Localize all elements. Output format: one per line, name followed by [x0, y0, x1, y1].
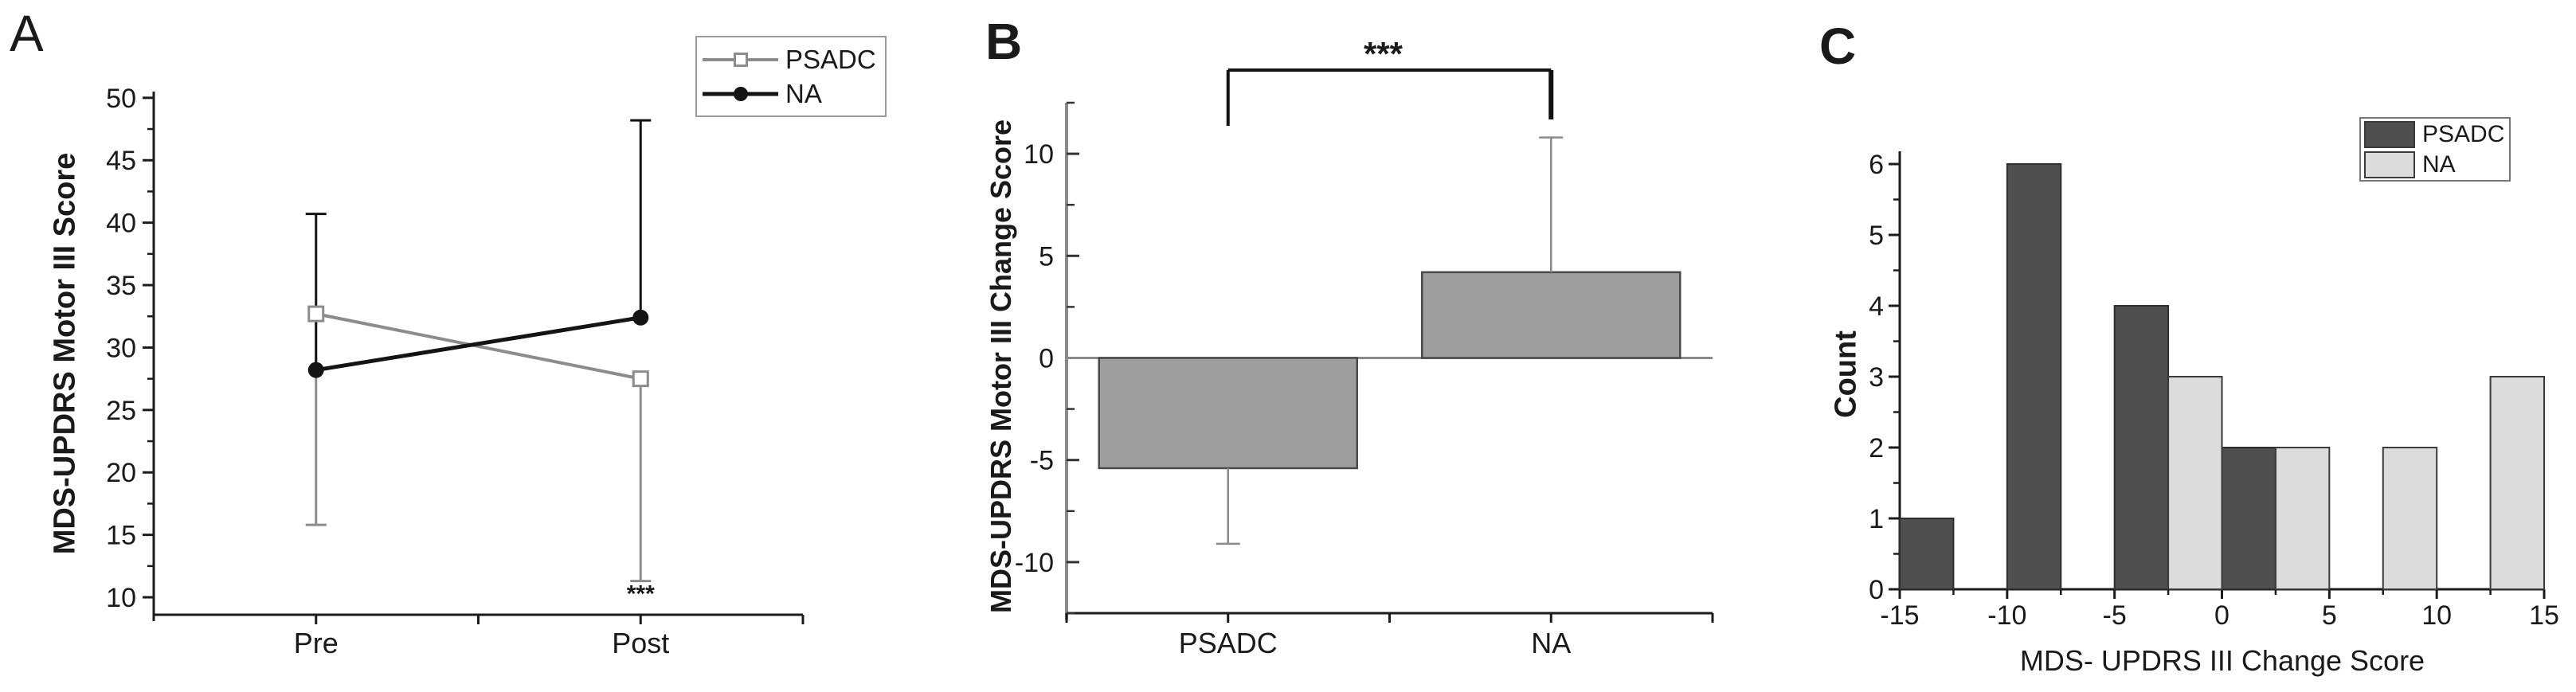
- panel-a-y-tick-label: 15: [106, 521, 136, 551]
- psadc-marker: [307, 305, 325, 323]
- panel-b-y-axis-title: MDS-UPDRS Motor III Change Score: [985, 119, 1017, 614]
- panel-c-x-tick-label: -10: [1987, 600, 2026, 631]
- panel-c-plot: 0 1 2 3 4 5 6 -15 -10 -5 0 5 10 15: [1869, 150, 2559, 631]
- legend-a-row-na: NA: [703, 80, 885, 107]
- panel-b-significance: ***: [1364, 35, 1403, 72]
- panel-c-x-tick-label: 10: [2421, 600, 2452, 631]
- panel-a-y-tick-label: 45: [106, 146, 136, 176]
- psadc-swatch-icon: [2364, 120, 2415, 148]
- legend-c-label-psadc: PSADC: [2422, 120, 2505, 147]
- bar-na: [1421, 271, 1681, 359]
- panel-a-plot: 10 15 20 25 30 35 40 45 50 Pre Post ***: [106, 84, 805, 659]
- hist-bar-psadc: [2221, 447, 2277, 590]
- na-marker: [632, 309, 649, 326]
- bar-psadc: [1098, 357, 1358, 470]
- na-line-sample: [703, 86, 778, 102]
- panel-b-letter: B: [985, 13, 1023, 70]
- psadc-line: [315, 312, 641, 381]
- na-line: [315, 315, 641, 373]
- legend-a-label-na: NA: [785, 79, 822, 108]
- panel-c-y-tick-label: 1: [1869, 504, 1884, 534]
- legend-c-row-psadc: PSADC: [2364, 120, 2509, 148]
- hist-bar-na: [2274, 447, 2331, 590]
- panel-b-y-tick-label: -5: [1030, 446, 1054, 476]
- hist-bar-na: [2489, 376, 2545, 590]
- panel-c-x-tick-label: 5: [2322, 600, 2337, 631]
- panel-b-plot: -10 -5 0 5 10 PSADC NA ***: [1015, 35, 1714, 659]
- panel-c-y-axis-title: Count: [1829, 330, 1863, 418]
- panel-a-x-tick-label: Post: [612, 627, 669, 659]
- panel-a-y-tick-label: 20: [106, 458, 136, 488]
- panel-c-y-tick-label: 5: [1869, 221, 1884, 251]
- panel-c-y-tick-label: 3: [1869, 362, 1884, 393]
- panel-c-x-tick-label: -15: [1880, 600, 1919, 631]
- panel-b-y-tick-label: 5: [1039, 241, 1054, 272]
- legend-c-label-na: NA: [2422, 151, 2456, 178]
- panel-a-y-axis-title: MDS-UPDRS Motor III Score: [48, 152, 82, 555]
- panel-c-y-tick-label: 4: [1869, 291, 1884, 322]
- na-marker: [307, 362, 324, 378]
- na-swatch-icon: [2364, 151, 2415, 178]
- panel-c-letter: C: [1819, 18, 1857, 75]
- panel-b-y-tick-label: 10: [1024, 139, 1054, 170]
- filled-circle-marker-icon: [733, 86, 748, 101]
- psadc-line-sample: [703, 52, 778, 68]
- psadc-marker: [632, 370, 649, 388]
- panel-a-y-tick-label: 50: [106, 84, 136, 114]
- panel-b-x-tick-label: NA: [1531, 627, 1571, 659]
- panel-c-x-tick-label: 0: [2214, 600, 2230, 631]
- open-square-marker-icon: [733, 52, 748, 67]
- hist-bar-na: [2167, 376, 2223, 590]
- panel-a-y-tick-label: 40: [106, 209, 136, 239]
- panel-b-x-tick-label: PSADC: [1179, 627, 1278, 659]
- hist-bar-na: [2382, 447, 2438, 590]
- panel-a-x-tick-label: Pre: [294, 627, 339, 659]
- panel-a-letter: A: [10, 5, 44, 62]
- panel-a-y-tick-label: 10: [106, 583, 136, 613]
- legend-a-label-psadc: PSADC: [785, 45, 876, 74]
- panel-c-y-tick-label: 0: [1869, 575, 1884, 605]
- panel-c-legend: PSADC NA: [2359, 117, 2511, 182]
- panel-a-y-tick-label: 25: [106, 396, 136, 426]
- panel-c-y-tick-label: 6: [1869, 150, 1884, 180]
- panel-a-significance: ***: [627, 581, 655, 607]
- panel-a-y-tick-label: 35: [106, 271, 136, 301]
- legend-a-row-psadc: PSADC: [703, 46, 885, 72]
- panel-a-legend: PSADC NA: [695, 36, 887, 117]
- hist-bar-psadc: [2113, 305, 2170, 590]
- panel-c-x-tick-label: 15: [2529, 600, 2559, 631]
- panel-a-y-tick-label: 30: [106, 333, 136, 363]
- legend-c-row-na: NA: [2364, 151, 2509, 178]
- panel-c-x-axis-title: MDS- UPDRS III Change Score: [2019, 644, 2425, 677]
- hist-bar-psadc: [1899, 518, 1955, 590]
- panel-c-y-tick-label: 2: [1869, 433, 1884, 463]
- hist-bar-psadc: [2006, 163, 2062, 591]
- panel-b-y-tick-label: -10: [1015, 548, 1054, 578]
- panel-b-y-tick-label: 0: [1039, 344, 1054, 374]
- panel-c-x-tick-label: -5: [2103, 600, 2127, 631]
